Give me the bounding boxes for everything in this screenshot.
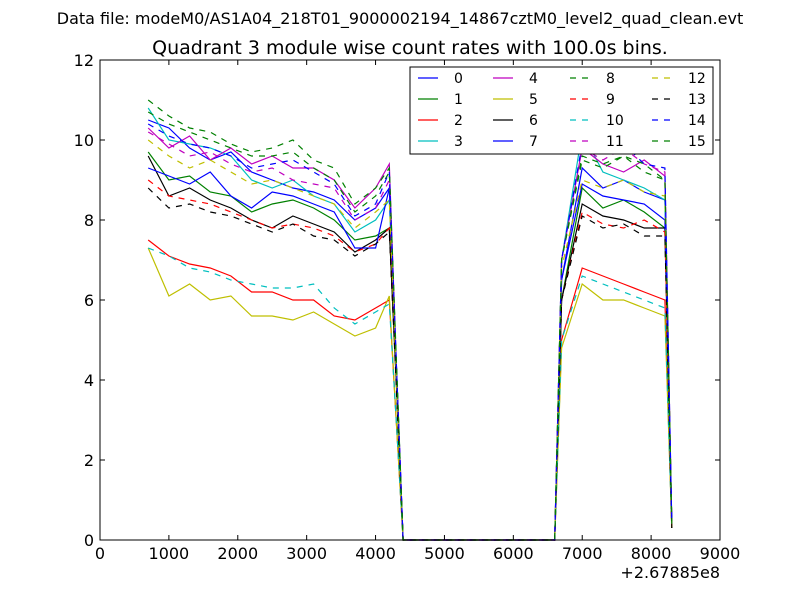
x-tick-label: 5000 (424, 544, 465, 563)
y-tick-label: 10 (74, 131, 94, 150)
y-tick-label: 2 (84, 451, 94, 470)
series-line-9 (147, 179, 673, 541)
series-line-5 (147, 247, 673, 541)
series-line-10 (147, 247, 673, 541)
y-tick-label: 4 (84, 371, 94, 390)
x-tick-label: 6000 (493, 544, 534, 563)
x-tick-label: 0 (95, 544, 105, 563)
legend-label-15: 15 (688, 134, 706, 150)
legend-label-8: 8 (606, 71, 615, 87)
series-line-7 (147, 167, 673, 541)
legend-label-7: 7 (529, 134, 538, 150)
legend-label-3: 3 (454, 134, 463, 150)
legend-label-6: 6 (529, 113, 538, 129)
series-line-15 (147, 99, 673, 541)
x-tick-label: 1000 (149, 544, 190, 563)
legend-box (409, 66, 714, 155)
legend-label-4: 4 (529, 71, 538, 87)
suptitle: Data file: modeM0/AS1A04_218T01_90000021… (57, 9, 743, 29)
series-line-2 (147, 239, 673, 541)
series-line-1 (147, 151, 673, 541)
series-line-11 (147, 131, 673, 541)
series-line-13 (147, 187, 673, 541)
legend-label-5: 5 (529, 92, 538, 108)
legend-label-0: 0 (454, 71, 463, 87)
legend-label-2: 2 (454, 113, 463, 129)
x-axis: 0 1000 2000 3000 4000 5000 6000 7000 8000 9000 (95, 60, 740, 563)
x-tick-label: 3000 (286, 544, 327, 563)
y-tick-label: 0 (84, 531, 94, 550)
legend-label-1: 1 (454, 92, 463, 108)
series-line-8 (147, 111, 673, 541)
series-line-3 (147, 107, 673, 541)
legend-label-9: 9 (606, 92, 615, 108)
legend-label-13: 13 (688, 92, 706, 108)
series-lines (147, 99, 673, 541)
x-tick-label: 8000 (631, 544, 672, 563)
series-line-12 (147, 139, 673, 541)
legend-label-12: 12 (688, 71, 706, 87)
x-offset-label: +2.67885e8 (620, 563, 720, 582)
x-tick-label: 9000 (700, 544, 741, 563)
x-tick-label: 7000 (562, 544, 603, 563)
series-line-6 (147, 155, 673, 541)
legend-label-14: 14 (688, 113, 706, 129)
y-tick-label: 12 (74, 51, 94, 70)
x-tick-label: 4000 (355, 544, 396, 563)
x-tick-label: 2000 (217, 544, 258, 563)
chart-title: Quadrant 3 module wise count rates with … (152, 37, 668, 59)
legend-label-10: 10 (606, 113, 624, 129)
legend-label-11: 11 (606, 134, 624, 150)
y-tick-label: 6 (84, 291, 94, 310)
y-tick-label: 8 (84, 211, 94, 230)
series-line-14 (147, 123, 673, 541)
